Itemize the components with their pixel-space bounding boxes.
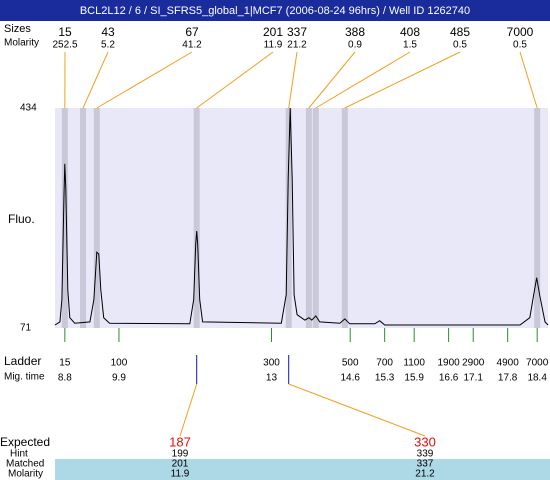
peak-connector [308,51,356,109]
expected-molarity: 11.9 [171,469,190,480]
expected-connector [179,383,198,437]
peak-molarity: 5.2 [101,40,115,51]
ladder-time: 14.6 [340,373,360,384]
ladder-size: 15 [59,358,71,369]
ladder-size: 2900 [462,358,485,369]
row-label: Molarity [8,469,43,480]
peak-size: 15 [58,25,72,39]
row-label: Molarity [4,38,39,49]
ladder-size: 100 [111,358,128,369]
matched-band [55,459,550,480]
matched: 337 [417,459,434,470]
y-tick-label: 71 [20,323,32,334]
peak-band [285,108,292,328]
peak-size: 388 [345,25,365,39]
peak-connector [315,51,411,109]
title: BCL2L12 / 6 / SI_SFRS5_global_1|MCF7 (20… [80,5,470,17]
peak-connector [82,51,109,109]
ladder-time: 16.6 [439,373,459,384]
row-label: Sizes [4,23,31,35]
peak-molarity: 41.2 [182,40,202,51]
ladder-time: 17.1 [463,373,483,384]
peak-band [93,108,100,328]
y-axis-label: Fluo. [8,212,35,226]
peak-size: 43 [101,25,115,39]
peak-molarity: 0.5 [453,40,467,51]
matched: 201 [172,459,189,470]
peak-molarity: 0.5 [513,40,527,51]
expected-size: 187 [169,434,191,449]
peak-molarity: 252.5 [52,40,77,51]
ladder-label: Ladder [4,354,41,368]
title-bar [0,0,550,21]
expected-molarity: 21.2 [415,469,435,480]
ladder-size: 500 [342,358,359,369]
peak-connector [96,51,193,109]
peak-size: 201 [263,25,283,39]
ladder-time: 9.9 [112,373,126,384]
peak-molarity: 11.9 [264,40,283,51]
peak-band [80,108,87,328]
plot-area [55,108,548,328]
peak-band [61,108,68,328]
row-label: Hint [10,449,28,460]
peak-band [534,108,541,328]
ladder-size: 4900 [497,358,520,369]
ladder-time: 15.3 [375,373,395,384]
peak-size: 67 [185,25,199,39]
peak-band [341,108,348,328]
peak-connector [519,51,538,109]
y-tick-label: 434 [20,103,37,114]
peak-band [305,108,312,328]
peak-size: 7000 [507,25,534,39]
peak-size: 485 [450,25,470,39]
hint: 339 [417,449,434,460]
peak-band [193,108,200,328]
row-label: Matched [6,459,44,470]
peak-band [312,108,319,328]
ladder-size: 7000 [526,358,549,369]
expected-size: 330 [414,434,436,449]
peak-connector [196,51,274,109]
ladder-time: 15.9 [404,373,424,384]
peak-connector [288,51,298,109]
peak-size: 337 [287,25,307,39]
peak-size: 408 [400,25,420,39]
ladder-time: 13 [266,373,278,384]
expected-connector [288,383,426,437]
ladder-time: 18.4 [527,373,547,384]
row-label: Expected [0,435,50,449]
peak-molarity: 0.9 [348,40,362,51]
ladder-size: 1900 [437,358,460,369]
peak-molarity: 21.2 [287,40,307,51]
peak-connector [344,51,461,109]
ladder-size: 300 [263,358,280,369]
ladder-time-label: Mig. time [4,372,45,383]
peak-molarity: 1.5 [403,40,417,51]
ladder-time: 8.8 [58,373,72,384]
trace [54,107,549,326]
ladder-size: 1100 [403,358,425,369]
hint: 199 [172,449,189,460]
ladder-time: 17.8 [498,373,518,384]
ladder-size: 700 [376,358,393,369]
